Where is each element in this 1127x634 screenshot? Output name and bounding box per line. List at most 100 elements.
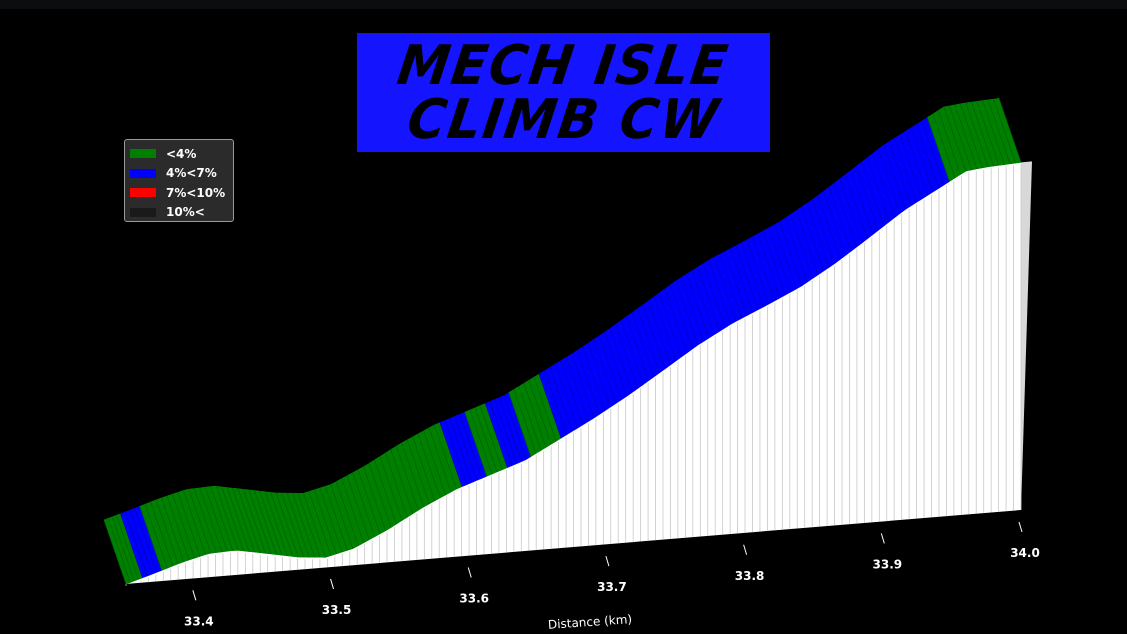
legend: <4% 4%<7% 7%<10% 10%< (124, 139, 234, 222)
x-tick (467, 567, 472, 578)
ribbon-slat (248, 489, 272, 555)
x-tick (743, 544, 748, 555)
ribbon-slat (199, 487, 223, 553)
ribbon-slat (346, 475, 370, 540)
ribbon-slat (314, 489, 337, 554)
ribbon-slat (538, 373, 562, 439)
ribbon-slat (210, 486, 234, 551)
ribbon-slat (697, 267, 721, 332)
ribbon-slat (275, 492, 299, 558)
ribbon-slat (582, 346, 606, 411)
ribbon-slat (292, 493, 315, 558)
ribbon-slat (177, 492, 201, 557)
ribbon-slat (866, 157, 890, 222)
ribbon-slat (308, 491, 332, 556)
ribbon-slat (494, 399, 518, 464)
ribbon-slat (379, 456, 403, 521)
ribbon-slat (877, 149, 901, 214)
x-tick (880, 533, 885, 544)
ribbon-slat (401, 442, 425, 508)
ribbon-slat (264, 491, 288, 556)
ribbon-slat (555, 363, 578, 429)
ribbon-slat (417, 433, 441, 499)
ribbon-slat (834, 182, 857, 248)
ribbon-slat (172, 494, 195, 559)
ribbon-slat (642, 304, 666, 369)
ribbon-slat (544, 370, 567, 435)
ribbon-slat (949, 105, 972, 171)
ribbon-slat (129, 510, 153, 575)
legend-item-gt10: 10%< (130, 203, 233, 223)
ribbon-slat (523, 383, 547, 448)
ribbon-slat (593, 339, 617, 404)
ribbon-slat (806, 203, 830, 268)
chart-title-box: MECH ISLE CLIMB CW (357, 33, 770, 152)
ribbon-slat (528, 380, 552, 445)
ribbon-slat (428, 427, 452, 493)
gradient-band (927, 98, 1022, 182)
ribbon-slat (615, 324, 639, 389)
ribbon-slat (784, 218, 808, 283)
legend-label: 10%< (166, 205, 205, 220)
x-tick-label: 33.5 (322, 603, 352, 617)
ribbon-slat (297, 493, 321, 558)
ribbon-slat (254, 490, 277, 555)
x-tick (605, 556, 610, 567)
profile-end-cap (1021, 161, 1032, 510)
ribbon-slat (270, 492, 294, 557)
ribbon-slat (166, 495, 190, 561)
ribbon-slat (631, 312, 655, 377)
ribbon-slat (823, 191, 846, 256)
ribbon-slat (850, 170, 874, 235)
ribbon-slat (773, 224, 797, 290)
ribbon-slat (604, 332, 628, 397)
ribbon-slat (204, 487, 228, 552)
ribbon-slat (795, 210, 819, 275)
ribbon-slat (479, 405, 503, 470)
ribbon-slat (444, 420, 468, 485)
ribbon-slat (976, 101, 1000, 166)
ribbon-slat (719, 254, 742, 319)
ribbon-slat (566, 357, 589, 422)
x-tick-label: 34.0 (1010, 546, 1040, 560)
ribbon-slat (637, 308, 660, 373)
x-tick (1018, 521, 1023, 533)
ribbon-slat (319, 487, 343, 553)
ribbon-slat (335, 481, 359, 546)
ribbon-slat (454, 416, 478, 481)
ribbon-slat (503, 395, 527, 460)
ribbon-slat (439, 422, 463, 487)
ribbon-slat (763, 230, 786, 296)
ribbon-slat (927, 117, 950, 182)
ribbon-slat (518, 386, 542, 451)
x-axis: 33.4 33.5 33.6 33.7 33.8 33.9 34.0 (184, 521, 1040, 628)
ribbon-slat (281, 492, 305, 558)
ribbon-slat (368, 463, 392, 528)
ribbon-slat (626, 316, 649, 381)
ribbon-slat (513, 389, 537, 454)
ribbon-slat (390, 449, 414, 514)
ribbon-slat (352, 472, 375, 537)
ribbon-slat (237, 488, 261, 553)
ribbon-slat (116, 515, 139, 580)
ribbon-slat (374, 459, 397, 525)
ribbon-slat (609, 328, 633, 393)
x-tick-label: 33.8 (735, 569, 765, 583)
legend-swatch-blue (130, 168, 156, 178)
ribbon-slat (982, 100, 1005, 165)
legend-item-7-10: 7%<10% (130, 183, 233, 203)
ribbon-slat (111, 516, 135, 582)
ribbon-slat (872, 153, 896, 218)
ribbon-slat (648, 300, 671, 366)
ribbon-slat (560, 360, 584, 425)
ribbon-slat (987, 99, 1011, 164)
ribbon-slat (801, 206, 824, 272)
ribbon-slat (485, 403, 508, 468)
ribbon-slat (894, 138, 917, 203)
chart-title-line-1: MECH ISLE (393, 34, 734, 97)
ribbon-slat (768, 227, 792, 293)
x-tick (330, 578, 335, 590)
ribbon-slat (670, 284, 693, 350)
x-tick (192, 590, 197, 601)
ribbon-slat (888, 141, 912, 206)
